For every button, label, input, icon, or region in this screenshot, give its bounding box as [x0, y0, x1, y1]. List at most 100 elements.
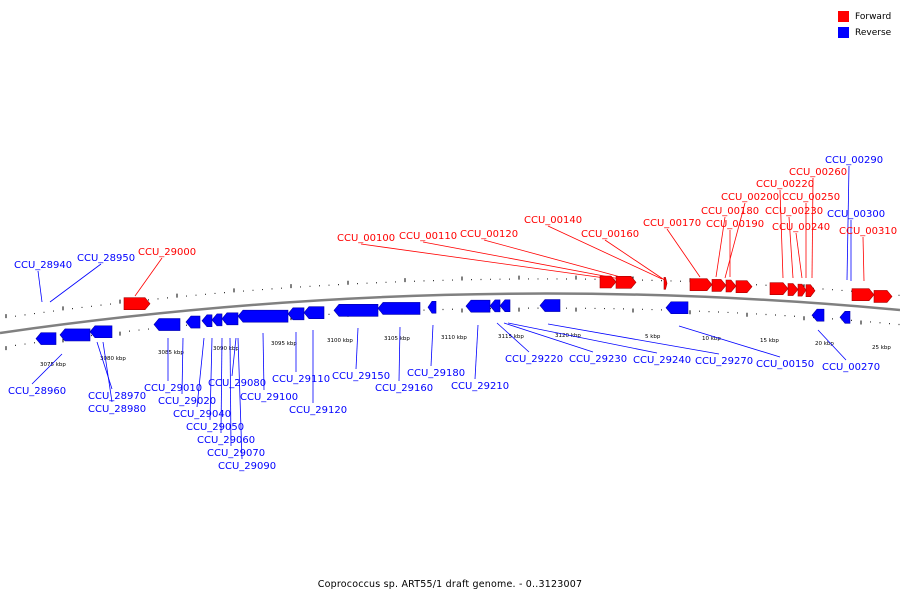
gene-label: CCU_29050 — [186, 422, 244, 433]
legend-reverse: Reverse — [838, 25, 891, 40]
label-leader-line — [811, 177, 814, 279]
label-leader-line — [231, 337, 237, 377]
scale-label: 3080 kbp — [100, 356, 126, 362]
gene-label: CCU_29270 — [695, 356, 753, 367]
genome-backbone — [0, 292, 900, 335]
legend-forward: Forward — [838, 9, 891, 24]
forward-gene-arrow — [769, 282, 789, 295]
reverse-gene-arrow — [221, 312, 239, 326]
gene-label: CCU_00150 — [756, 359, 814, 370]
scale-label: 5 kbp — [645, 334, 661, 340]
label-leader-line — [430, 324, 434, 367]
label-leader-line — [49, 263, 102, 303]
label-leader-line — [360, 243, 613, 280]
label-leader-line — [862, 236, 865, 282]
scale-label: 3090 kbp — [213, 346, 239, 352]
gene-label: CCU_29070 — [207, 448, 265, 459]
label-leader-line — [846, 165, 850, 281]
reverse-gene-arrow — [185, 315, 201, 329]
gene-label: CCU_29120 — [289, 405, 347, 416]
forward-gene-arrow — [735, 280, 753, 293]
forward-gene-arrow — [873, 290, 893, 303]
gene-label: CCU_29220 — [505, 354, 563, 365]
reverse-gene-arrow — [35, 332, 57, 345]
gene-label: CCU_29000 — [138, 247, 196, 258]
reverse-gene-arrow — [153, 318, 181, 331]
reverse-gene-arrow — [201, 314, 213, 328]
reverse-gene-arrow — [811, 308, 825, 322]
label-leader-line — [37, 270, 43, 303]
scale-label: 15 kbp — [760, 338, 779, 344]
scale-labels: 3075 kbp 3080 kbp 3085 kbp 3090 kbp 3095 kbp… — [40, 333, 891, 368]
gene-label: CCU_00200 — [721, 192, 779, 203]
label-leader-line — [31, 353, 63, 385]
forward-swatch — [838, 11, 849, 22]
label-leader-line — [779, 189, 784, 279]
genome-caption: Coprococcus sp. ART55/1 draft genome. - … — [317, 579, 583, 590]
label-leader-line — [547, 323, 720, 355]
scale-label: 20 kbp — [815, 341, 834, 347]
forward-gene-arrow — [689, 278, 713, 291]
scale-label: 3085 kbp — [158, 350, 184, 356]
label-leader-line — [507, 322, 658, 354]
gene-label: CCU_00170 — [643, 218, 701, 229]
reverse-gene-arrow — [839, 310, 851, 324]
scale-label: 3100 kbp — [327, 338, 353, 344]
label-leader-line — [220, 337, 223, 434]
scale-label: 3110 kbp — [441, 335, 467, 341]
reverse-gene-arrow — [539, 299, 561, 312]
label-leader-line — [604, 239, 667, 282]
forward-gene-arrow — [663, 277, 668, 290]
label-leader-line — [355, 327, 359, 370]
scale-label: 25 kbp — [872, 345, 891, 351]
label-leader-line — [666, 228, 701, 278]
scale-label: 3105 kbp — [384, 336, 410, 342]
gene-label: CCU_00250 — [782, 192, 840, 203]
gene-label: CCU_29080 — [208, 378, 266, 389]
gene-label: CCU_28950 — [77, 253, 135, 264]
gene-label: CCU_28980 — [88, 404, 146, 415]
label-leader-line — [547, 225, 663, 280]
legend-forward-label: Forward — [855, 11, 892, 22]
scale-label: 3075 kbp — [40, 362, 66, 368]
reverse-gene-arrow — [237, 309, 289, 323]
forward-gene-arrow — [711, 279, 727, 292]
label-leader-line — [503, 322, 594, 353]
gene-label: CCU_29230 — [569, 354, 627, 365]
gene-label: CCU_29160 — [375, 383, 433, 394]
forward-gene-arrow — [805, 284, 816, 298]
gene-label: CCU_00140 — [524, 215, 582, 226]
label-leader-line — [788, 216, 794, 279]
gene-label: CCU_00290 — [825, 155, 883, 166]
label-leader-line — [262, 332, 265, 391]
reverse-gene-arrow — [303, 306, 325, 319]
forward-gene-arrow — [797, 283, 807, 297]
label-leader-line — [724, 202, 746, 279]
gene-label: CCU_28960 — [8, 386, 66, 397]
gene-label: CCU_29020 — [158, 396, 216, 407]
scale-label: 3120 kbp — [555, 333, 581, 339]
gene-label: CCU_00190 — [706, 219, 764, 230]
reverse-gene-arrow — [665, 301, 689, 315]
label-leader-line — [422, 241, 621, 280]
gene-label: CCU_00110 — [399, 231, 457, 242]
gene-label: CCU_00220 — [756, 179, 814, 190]
scale-label: 10 kbp — [702, 336, 721, 342]
forward-gene-arrow — [787, 283, 799, 296]
gene-label: CCU_00260 — [789, 167, 847, 178]
reverse-gene-arrow — [211, 313, 223, 327]
forward-gene-arrow — [123, 297, 151, 310]
label-leader-line — [102, 341, 113, 403]
forward-gene-arrow — [725, 279, 737, 293]
reverse-gene-arrow — [89, 325, 113, 339]
gene-label: CCU_29100 — [240, 392, 298, 403]
reverse-gene-arrow — [287, 307, 305, 321]
label-leader-line — [196, 337, 205, 408]
gene-label: CCU_00120 — [460, 229, 518, 240]
label-leader-line — [229, 337, 232, 447]
label-leader-line — [715, 216, 726, 278]
gene-label: CCU_29090 — [218, 461, 276, 472]
gene-label: CCU_00270 — [822, 362, 880, 373]
